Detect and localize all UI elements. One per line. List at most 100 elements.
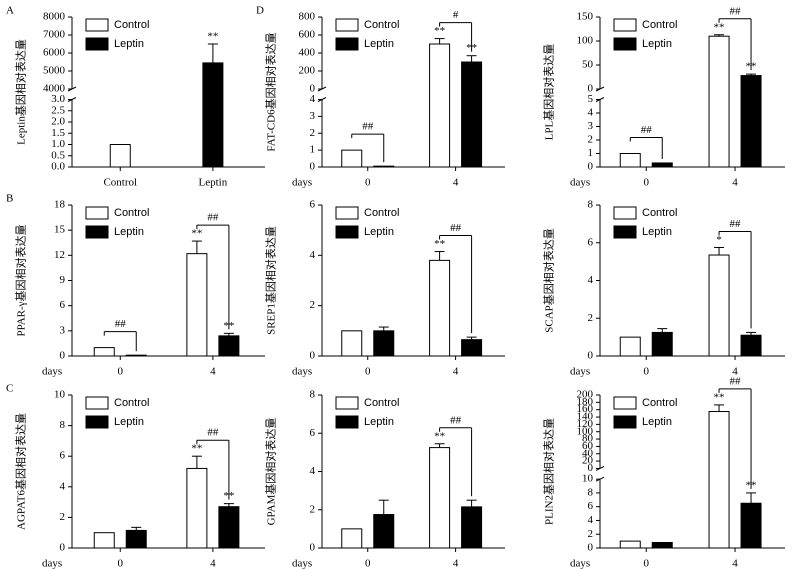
bar	[373, 330, 395, 357]
y-axis-title: GPAM基因相对表达量	[264, 418, 278, 526]
legend-swatch	[85, 206, 109, 220]
comparison-label: ##	[115, 318, 127, 330]
y-tick-label: 800	[299, 11, 316, 23]
legend-swatch	[613, 225, 637, 239]
bar	[461, 339, 483, 357]
x-axis-title: days	[570, 558, 590, 569]
comparison-label: ##	[450, 414, 462, 426]
comparison-label: ##	[207, 427, 219, 439]
y-tick-label: 1	[588, 147, 594, 159]
y-axis-title: SCAP基因相对表达量	[542, 228, 556, 333]
x-tick-label: 0	[118, 366, 124, 378]
x-tick-label: 4	[732, 177, 738, 189]
comparison-label: ##	[362, 121, 374, 133]
y-tick-label: 140	[577, 411, 594, 423]
bar	[186, 467, 208, 549]
y-tick-label: 0	[588, 542, 594, 554]
legend-swatch	[85, 396, 109, 410]
y-tick-label: 200	[299, 65, 316, 77]
y-tick-label: 1.5	[51, 127, 65, 139]
bar	[619, 153, 641, 168]
y-tick-label: 150	[577, 11, 594, 23]
bar	[708, 35, 730, 168]
panel-label: B	[6, 193, 13, 205]
comparison-label: ##	[450, 222, 462, 234]
y-tick-label: 80	[582, 433, 594, 445]
x-tick-label: Control	[103, 177, 137, 189]
y-tick-label: 0.5	[51, 149, 65, 161]
legend-label: Control	[364, 207, 399, 219]
panel-label: D	[256, 5, 264, 17]
y-tick-label: 7000	[43, 29, 66, 41]
y-tick-label: 18	[54, 199, 66, 211]
y-tick-label: 15	[54, 224, 66, 236]
bar	[461, 506, 483, 549]
bar	[651, 162, 673, 168]
y-tick-label: 2	[310, 299, 316, 311]
legend-swatch	[335, 396, 359, 410]
legend-swatch	[335, 18, 359, 32]
panel-label: A	[6, 5, 14, 17]
bar	[93, 347, 115, 357]
legend-swatch	[335, 225, 359, 239]
significance-mark: **	[191, 228, 202, 240]
bar	[651, 541, 673, 549]
y-tick-label: 5	[588, 93, 594, 105]
y-tick-label: 50	[582, 59, 594, 71]
bar	[651, 331, 673, 357]
significance-mark: **	[434, 430, 445, 442]
legend-swatch	[335, 206, 359, 220]
y-axis-title: PPAR-γ基因相对表达量	[14, 224, 28, 336]
bar	[186, 253, 208, 357]
significance-mark: **	[434, 25, 445, 37]
y-tick-label: 8000	[43, 11, 66, 23]
y-axis-title: PLIN2基因相对表达量	[542, 418, 556, 525]
y-tick-label: 1	[310, 144, 316, 156]
x-axis-title: days	[292, 366, 312, 378]
bar	[202, 62, 224, 168]
x-tick-label: 4	[732, 558, 738, 569]
y-tick-label: 0	[310, 542, 316, 554]
y-tick-label: 4	[60, 480, 66, 492]
y-tick-label: 9	[60, 274, 66, 286]
bar	[373, 514, 395, 549]
y-tick-label: 100	[577, 425, 594, 437]
y-tick-label: 6	[310, 427, 316, 439]
significance-mark: **	[714, 21, 725, 33]
legend-swatch	[85, 37, 109, 51]
bar	[218, 335, 240, 357]
x-tick-label: Leptin	[199, 177, 228, 189]
y-tick-label: 3	[60, 324, 66, 336]
y-tick-label: 6	[588, 500, 594, 512]
y-tick-label: 0	[588, 161, 594, 173]
y-axis-title: LPL基因相对表达量	[542, 44, 556, 141]
y-tick-label: 0	[60, 350, 66, 362]
significance-mark: **	[191, 443, 202, 455]
bar	[740, 75, 762, 168]
legend-swatch	[85, 415, 109, 429]
y-tick-label: 0	[310, 161, 316, 173]
bar	[373, 165, 395, 168]
legend-label: Leptin	[114, 38, 144, 50]
y-tick-label: 6000	[43, 47, 66, 59]
bar	[341, 528, 363, 549]
y-tick-label: 400	[299, 47, 316, 59]
x-tick-label: 0	[365, 177, 371, 189]
y-tick-label: 6	[60, 450, 66, 462]
y-tick-label: 8	[310, 389, 316, 401]
bar	[125, 354, 147, 357]
y-axis-title: AGPAT6基因相对表达量	[14, 413, 28, 530]
y-tick-label: 3.0	[51, 93, 65, 105]
y-tick-label: 10	[582, 473, 594, 485]
x-axis-title: days	[570, 366, 590, 378]
legend-label: Control	[642, 207, 677, 219]
bar	[740, 502, 762, 549]
y-tick-label: 8	[60, 419, 66, 431]
x-tick-label: 4	[453, 558, 459, 569]
y-tick-label: 6	[60, 299, 66, 311]
y-axis-title: Leptin基因相对表达量	[14, 39, 28, 145]
y-tick-label: 0	[60, 542, 66, 554]
x-tick-label: 0	[365, 558, 371, 569]
y-tick-label: 0	[310, 350, 316, 362]
